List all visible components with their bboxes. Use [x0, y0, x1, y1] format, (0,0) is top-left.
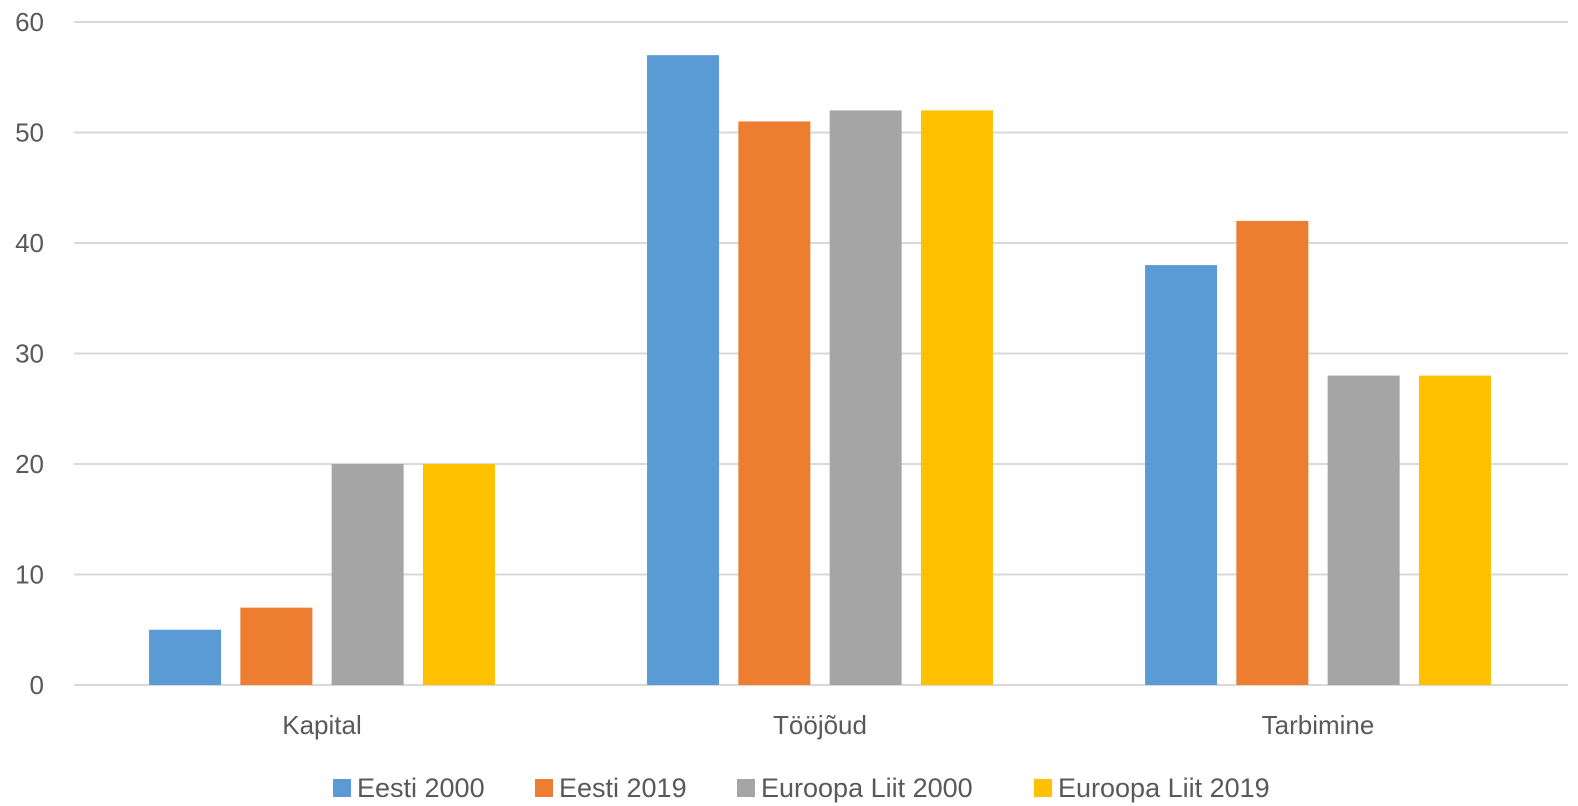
y-axis-ticks: 0 10 20 30 40 50 60: [15, 7, 44, 700]
bar-eesti-2000-1: [647, 55, 720, 685]
y-tick-label: 20: [15, 449, 44, 479]
legend-swatch: [737, 779, 755, 797]
bar-euroopa-liit-2019-0: [422, 464, 495, 685]
legend-item: Euroopa Liit 2000: [737, 773, 973, 803]
y-tick-label: 50: [15, 118, 44, 148]
bar-eesti-2000-2: [1145, 265, 1218, 685]
x-tick-label: Kapital: [282, 710, 362, 740]
bar-eesti-2019-0: [240, 607, 313, 685]
gridlines: [74, 21, 1568, 686]
bars: [149, 55, 1491, 685]
legend-swatch: [333, 779, 351, 797]
bar-eesti-2000-0: [149, 629, 222, 685]
bar-euroopa-liit-2000-0: [331, 464, 404, 685]
legend-label: Eesti 2019: [559, 773, 687, 803]
bar-euroopa-liit-2000-1: [829, 110, 902, 685]
y-tick-label: 0: [30, 670, 44, 700]
x-axis-ticks: Kapital Tööjõud Tarbimine: [282, 710, 1374, 740]
legend-label: Euroopa Liit 2019: [1058, 773, 1270, 803]
legend-item: Euroopa Liit 2019: [1034, 773, 1270, 803]
legend-swatch: [535, 779, 553, 797]
bar-euroopa-liit-2000-2: [1327, 375, 1400, 685]
y-tick-label: 10: [15, 560, 44, 590]
x-tick-label: Tarbimine: [1262, 710, 1375, 740]
bar-eesti-2019-1: [738, 121, 811, 685]
legend-item: Eesti 2019: [535, 773, 687, 803]
legend-label: Eesti 2000: [357, 773, 485, 803]
legend-item: Eesti 2000: [333, 773, 485, 803]
legend-label: Euroopa Liit 2000: [761, 773, 973, 803]
bar-euroopa-liit-2019-2: [1418, 375, 1491, 685]
legend: Eesti 2000 Eesti 2019 Euroopa Liit 2000 Eur…: [333, 773, 1270, 803]
bar-euroopa-liit-2019-1: [920, 110, 993, 685]
y-tick-label: 30: [15, 339, 44, 369]
x-tick-label: Tööjõud: [773, 710, 867, 740]
y-tick-label: 60: [15, 7, 44, 37]
y-tick-label: 40: [15, 228, 44, 258]
legend-swatch: [1034, 779, 1052, 797]
bar-eesti-2019-2: [1236, 220, 1309, 685]
